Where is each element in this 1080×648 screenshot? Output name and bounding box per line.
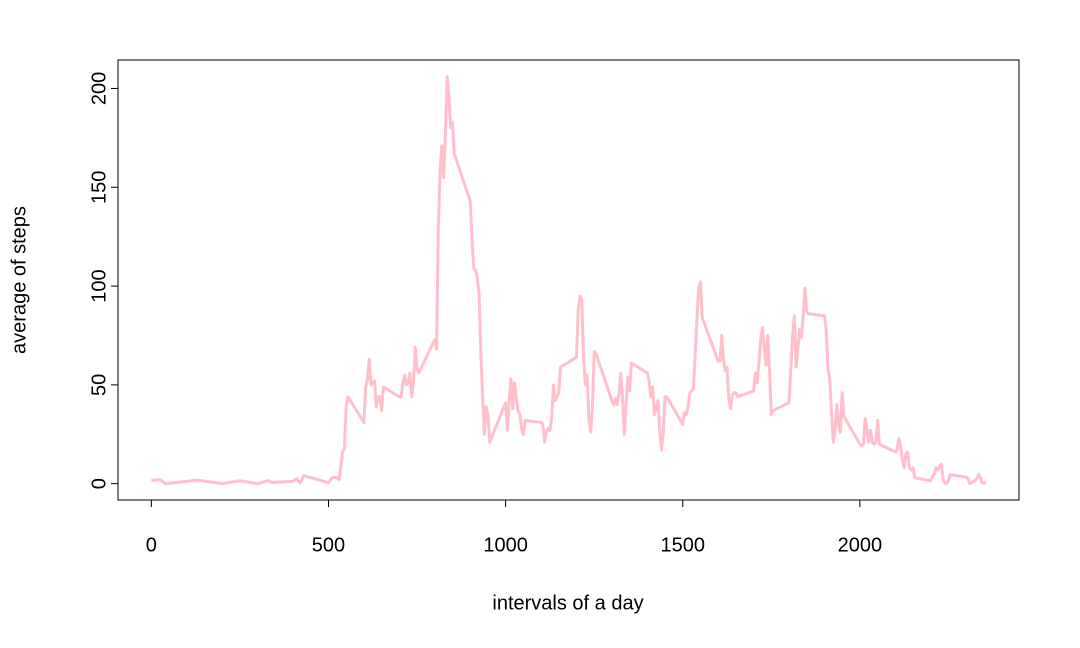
y-tick-label: 150 — [88, 171, 110, 204]
x-tick-label: 1000 — [483, 534, 528, 556]
y-tick-label: 200 — [88, 72, 110, 105]
y-tick-label: 0 — [88, 478, 110, 489]
y-tick-label: 100 — [88, 269, 110, 302]
y-tick-label: 50 — [88, 374, 110, 396]
y-axis-label: average of steps — [8, 206, 30, 354]
x-axis-label: intervals of a day — [492, 592, 643, 614]
x-tick-label: 1500 — [660, 534, 705, 556]
x-tick-label: 0 — [146, 534, 157, 556]
plot-box — [117, 59, 1020, 501]
x-tick-label: 500 — [312, 534, 345, 556]
data-line — [151, 75, 987, 486]
x-tick-label: 2000 — [838, 534, 883, 556]
